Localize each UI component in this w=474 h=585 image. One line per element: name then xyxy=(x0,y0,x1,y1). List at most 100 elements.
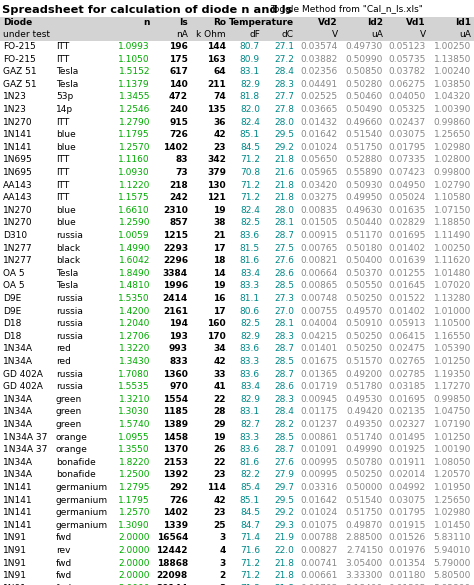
Text: 1N270: 1N270 xyxy=(3,118,33,126)
Text: 5.92800: 5.92800 xyxy=(434,584,471,585)
Text: fwd: fwd xyxy=(56,559,72,567)
Text: 1.07150: 1.07150 xyxy=(434,206,471,215)
Text: 82.9: 82.9 xyxy=(240,80,260,89)
Text: 83.6: 83.6 xyxy=(240,445,260,454)
Text: FO-215: FO-215 xyxy=(3,54,36,64)
Text: 0.03075: 0.03075 xyxy=(389,130,426,139)
Text: 81.8: 81.8 xyxy=(240,92,260,101)
Text: 81.5: 81.5 xyxy=(240,243,260,253)
Text: 38: 38 xyxy=(213,218,226,228)
Text: 27.8: 27.8 xyxy=(274,105,294,114)
Text: 0.01635: 0.01635 xyxy=(389,206,426,215)
Text: ITT: ITT xyxy=(56,193,69,202)
Text: 1.16550: 1.16550 xyxy=(434,332,471,341)
Text: dC: dC xyxy=(282,30,294,39)
Text: 42: 42 xyxy=(213,130,226,139)
Text: germanium: germanium xyxy=(56,495,108,505)
Text: 82.9: 82.9 xyxy=(240,332,260,341)
Text: 0.01354: 0.01354 xyxy=(389,559,426,567)
Text: 1N91: 1N91 xyxy=(3,534,27,542)
Text: 170: 170 xyxy=(207,332,226,341)
Text: 0.01024: 0.01024 xyxy=(301,508,338,517)
Text: 1.17270: 1.17270 xyxy=(434,382,471,391)
Text: 1.10580: 1.10580 xyxy=(434,193,471,202)
Text: 1.25650: 1.25650 xyxy=(434,495,471,505)
Text: 29.5: 29.5 xyxy=(274,495,294,505)
Text: 726: 726 xyxy=(169,495,188,505)
Text: 27.6: 27.6 xyxy=(274,458,294,467)
Text: 0.03782: 0.03782 xyxy=(389,67,426,76)
Text: 1.2500: 1.2500 xyxy=(118,470,150,479)
Text: 82.9: 82.9 xyxy=(240,395,260,404)
Text: 21.8: 21.8 xyxy=(274,584,294,585)
Text: 80.7: 80.7 xyxy=(240,42,260,51)
Text: 64: 64 xyxy=(213,67,226,76)
Text: 28.5: 28.5 xyxy=(274,432,294,442)
Text: russia: russia xyxy=(56,382,83,391)
Text: 1N23: 1N23 xyxy=(3,105,27,114)
Text: 0.05913: 0.05913 xyxy=(389,319,426,328)
Text: Ro: Ro xyxy=(213,18,226,27)
Text: 28.4: 28.4 xyxy=(274,407,294,417)
Text: 2153: 2153 xyxy=(163,458,188,467)
Text: 1.1220: 1.1220 xyxy=(118,181,150,190)
Text: 14: 14 xyxy=(213,269,226,278)
Text: 160: 160 xyxy=(207,319,226,328)
Text: 28.7: 28.7 xyxy=(274,231,294,240)
Text: 83.3: 83.3 xyxy=(240,357,260,366)
Text: 0.02829: 0.02829 xyxy=(389,218,426,228)
Text: 2.0000: 2.0000 xyxy=(118,559,150,567)
Text: 0.99800: 0.99800 xyxy=(434,168,471,177)
Text: 0.03574: 0.03574 xyxy=(301,42,338,51)
Text: 0.04992: 0.04992 xyxy=(389,483,426,492)
Text: 1389: 1389 xyxy=(163,420,188,429)
Text: 0.01255: 0.01255 xyxy=(389,269,426,278)
Text: 1.0059: 1.0059 xyxy=(118,231,150,240)
Text: russia: russia xyxy=(56,294,83,303)
Text: 21.9: 21.9 xyxy=(274,534,294,542)
Text: 1402: 1402 xyxy=(163,508,188,517)
Text: 0.50440: 0.50440 xyxy=(346,218,383,228)
Text: 1.02980: 1.02980 xyxy=(434,143,471,152)
Text: 27.9: 27.9 xyxy=(274,470,294,479)
Text: 28.7: 28.7 xyxy=(274,345,294,353)
Text: 218: 218 xyxy=(169,181,188,190)
Text: 1.07020: 1.07020 xyxy=(434,281,471,290)
Text: 135: 135 xyxy=(207,105,226,114)
Text: 3.18400: 3.18400 xyxy=(346,584,383,585)
Text: 0.01795: 0.01795 xyxy=(389,143,426,152)
Text: 2161: 2161 xyxy=(163,307,188,315)
Text: 379: 379 xyxy=(207,168,226,177)
Text: 1.6042: 1.6042 xyxy=(118,256,150,265)
Text: 3: 3 xyxy=(220,584,226,585)
Text: 1.11620: 1.11620 xyxy=(434,256,471,265)
Text: 1.19350: 1.19350 xyxy=(434,370,471,378)
Text: 14p: 14p xyxy=(56,105,73,114)
Text: 970: 970 xyxy=(169,382,188,391)
Text: 73: 73 xyxy=(175,168,188,177)
Text: 21: 21 xyxy=(213,231,226,240)
Text: 0.02437: 0.02437 xyxy=(389,118,426,126)
Text: 0.01505: 0.01505 xyxy=(301,218,338,228)
Text: 1.3030: 1.3030 xyxy=(118,407,150,417)
Text: 0.02765: 0.02765 xyxy=(389,357,426,366)
Text: 83.4: 83.4 xyxy=(240,382,260,391)
Text: 0.00741: 0.00741 xyxy=(301,559,338,567)
Text: ITT: ITT xyxy=(56,42,69,51)
Text: 0.04950: 0.04950 xyxy=(389,181,426,190)
Text: 0.01402: 0.01402 xyxy=(389,243,426,253)
Text: D18: D18 xyxy=(3,332,21,341)
Text: russia: russia xyxy=(56,332,83,341)
Text: ITT: ITT xyxy=(56,168,69,177)
Text: 1.3430: 1.3430 xyxy=(118,357,150,366)
Text: Id1: Id1 xyxy=(455,18,471,27)
Text: 1N91: 1N91 xyxy=(3,584,27,585)
Text: germanium: germanium xyxy=(56,483,108,492)
Text: 0.01795: 0.01795 xyxy=(389,508,426,517)
Text: 0.01642: 0.01642 xyxy=(301,495,338,505)
Text: 1.5152: 1.5152 xyxy=(118,67,150,76)
Text: 3.33300: 3.33300 xyxy=(346,571,383,580)
Text: 0.01305: 0.01305 xyxy=(389,584,426,585)
Text: 0.03882: 0.03882 xyxy=(301,54,338,64)
Text: Diode: Diode xyxy=(3,18,32,27)
